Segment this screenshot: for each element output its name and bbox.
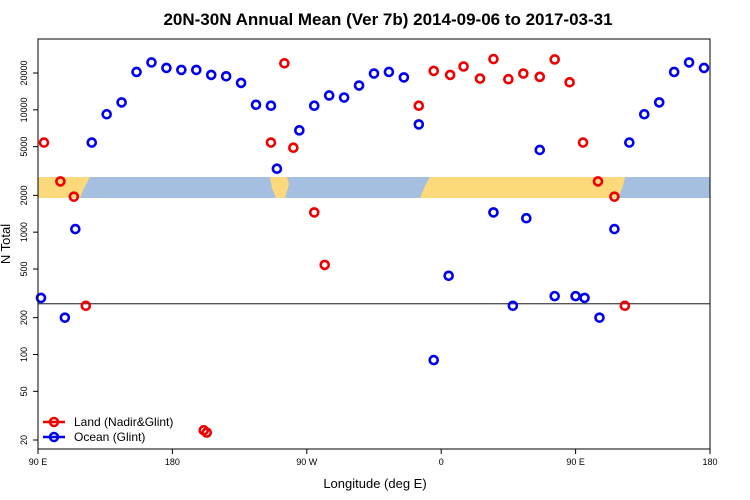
ocean-point [624, 137, 635, 148]
ocean-point [653, 97, 665, 108]
ocean-point [176, 64, 187, 76]
y-tick-label: 2000 [19, 185, 29, 205]
land-point [55, 176, 66, 187]
ocean-point [383, 66, 395, 78]
ocean-point [398, 72, 410, 83]
x-tick-label: 180 [702, 457, 717, 467]
ocean-point [638, 108, 650, 120]
land-point [428, 65, 440, 77]
ocean-point [161, 62, 172, 74]
y-tick-label: 20 [19, 435, 29, 445]
y-tick-label: 500 [19, 261, 29, 276]
ocean-point [579, 292, 590, 304]
x-tick-label: 90 E [29, 457, 48, 467]
y-tick-label: 5000 [19, 137, 29, 157]
y-tick-label: 1000 [19, 222, 29, 242]
land-americas [270, 177, 289, 198]
ocean-point [594, 312, 605, 323]
ocean-point [488, 207, 499, 218]
ocean-point [250, 99, 262, 111]
land-point [38, 137, 50, 148]
land-point [444, 69, 456, 81]
ocean-point [235, 77, 247, 89]
legend: Land (Nadir&Glint) Ocean (Glint) [43, 415, 173, 444]
ocean-point [521, 212, 532, 224]
ocean-point [683, 57, 695, 68]
land-point [474, 73, 486, 84]
land-point [609, 191, 620, 202]
ocean-point [294, 125, 305, 136]
ocean-point [271, 163, 283, 175]
ocean-point [549, 290, 560, 302]
y-tick-label: 200 [19, 310, 29, 325]
map-band [38, 177, 710, 198]
land-point [564, 76, 575, 88]
x-tick-label: 180 [165, 457, 180, 467]
y-tick-label: 100 [19, 347, 29, 362]
legend-marker-land [48, 416, 60, 428]
land-point [577, 137, 589, 148]
chart-title: 20N-30N Annual Mean (Ver 7b) 2014-09-06 … [163, 10, 612, 29]
ocean-point [190, 64, 202, 76]
legend-label-land: Land (Nadir&Glint) [74, 415, 173, 429]
ocean-point [205, 69, 217, 81]
land-point [549, 54, 560, 65]
legend-label-ocean: Ocean (Glint) [74, 430, 145, 444]
data-points [35, 53, 710, 438]
x-axis-label: Longitude (deg E) [323, 476, 426, 491]
ocean-point [101, 108, 112, 120]
ocean-point [116, 97, 127, 108]
ocean-point [323, 90, 335, 101]
land-point [534, 71, 546, 83]
y-tick-label: 10000 [19, 97, 29, 122]
legend-marker-ocean [48, 431, 60, 443]
ocean-point [70, 223, 81, 235]
land-point [518, 68, 529, 79]
ocean-point [698, 62, 710, 74]
ocean-point [668, 66, 680, 78]
ocean-point [220, 70, 232, 82]
y-tick-label: 20000 [19, 60, 29, 85]
ocean-point [507, 300, 519, 312]
ocean-point [443, 270, 454, 282]
land-point [503, 73, 514, 85]
ocean-point [353, 80, 365, 91]
x-tick-label: 90 E [566, 457, 585, 467]
land-point [458, 61, 469, 72]
land-point [488, 53, 499, 65]
y-tick-label: 50 [19, 386, 29, 396]
ocean-point [35, 292, 47, 304]
land-point [265, 137, 277, 148]
ocean-point [146, 57, 157, 68]
ocean-point [265, 100, 277, 112]
ocean-point [368, 68, 380, 79]
ocean-point [609, 223, 620, 235]
ocean-point [308, 100, 320, 112]
land-point [68, 191, 80, 202]
land-africa-asia [420, 177, 625, 198]
land-point [288, 142, 299, 154]
land-point [201, 427, 213, 438]
plot-area: 90 E 180 90 W 0 90 E 180 20 50 100 200 500 1000 2000… [19, 60, 718, 467]
ocean-point [428, 354, 440, 366]
ocean-point [86, 137, 98, 148]
y-axis-label: N Total [0, 224, 13, 264]
land-point [619, 300, 631, 312]
x-tick-label: 0 [439, 457, 444, 467]
land-point [80, 300, 92, 312]
ocean-point [570, 290, 581, 302]
ocean-point [338, 92, 350, 103]
plot-frame [37, 38, 711, 450]
land-point [413, 100, 425, 112]
ocean-point [534, 144, 546, 156]
land-point [592, 176, 604, 187]
land-point [279, 58, 290, 69]
x-tick-label: 90 W [296, 457, 318, 467]
ocean-point [59, 312, 71, 323]
land-point [308, 207, 320, 218]
ocean-point [413, 119, 425, 130]
land-point [319, 259, 331, 271]
ocean-point [131, 66, 142, 78]
